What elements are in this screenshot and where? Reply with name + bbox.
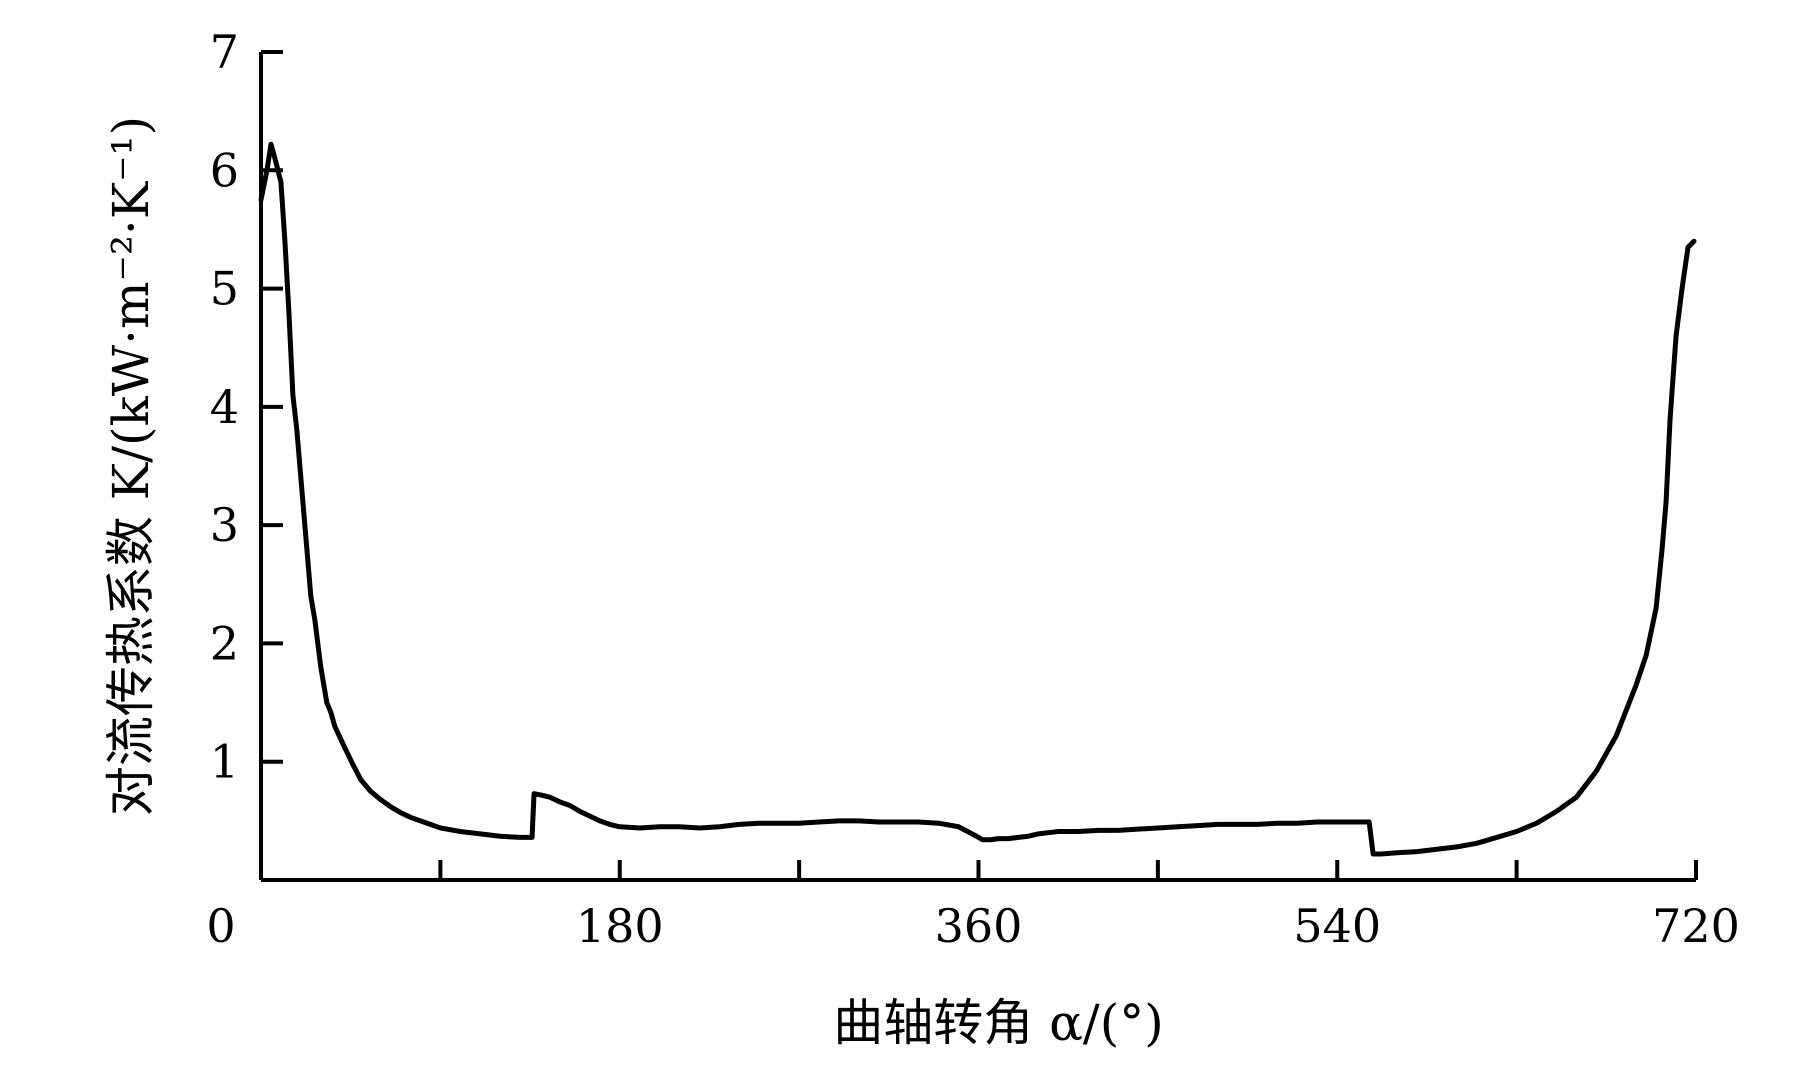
series-line: [258, 141, 1697, 857]
y-ticks: 1 2 3 4 5 6 7: [210, 25, 283, 789]
x-ticks: 0 180 360 540 720: [206, 860, 1740, 953]
y-tick-label: 5: [210, 262, 239, 316]
axes: [259, 52, 1696, 882]
y-tick-label: 4: [210, 380, 239, 434]
x-tick-label: 0: [206, 899, 235, 953]
y-tick-label: 3: [210, 498, 239, 552]
y-tick-label: 1: [210, 735, 239, 789]
x-tick-label: 720: [1652, 899, 1740, 953]
x-tick-label: 540: [1293, 899, 1381, 953]
series: [258, 141, 1697, 857]
y-axis-title: 对流传热系数 K/(kW·m⁻²·K⁻¹): [102, 116, 160, 816]
x-tick-label: 360: [935, 899, 1023, 953]
y-tick-label: 2: [210, 616, 239, 670]
y-tick-label: 7: [210, 25, 239, 79]
y-tick-label: 6: [210, 143, 239, 197]
x-tick-label: 180: [576, 899, 664, 953]
x-axis-title: 曲轴转角 α/(°): [833, 994, 1164, 1052]
